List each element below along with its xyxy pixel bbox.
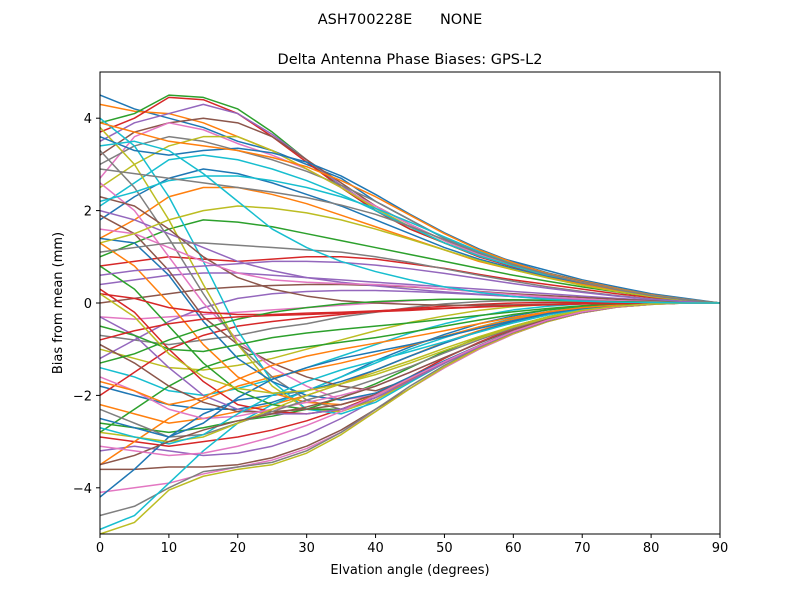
series-line-14 bbox=[99, 256, 721, 304]
x-tick-label: 50 bbox=[436, 541, 453, 556]
x-tick-label: 70 bbox=[574, 541, 591, 556]
series-line-64 bbox=[99, 302, 720, 341]
series-line-12 bbox=[99, 186, 721, 304]
x-tick-label: 30 bbox=[298, 541, 315, 556]
x-tick-label: 20 bbox=[230, 541, 247, 556]
x-tick-label: 90 bbox=[712, 541, 729, 556]
y-axis-ticks: −4 −2 0 2 4 bbox=[73, 112, 100, 497]
y-tick-label: −2 bbox=[73, 389, 92, 404]
y-axis-label: Bias from mean (mm) bbox=[51, 232, 66, 374]
series-line-69 bbox=[99, 293, 720, 394]
x-tick-label: 10 bbox=[161, 541, 178, 556]
axes-frame bbox=[99, 71, 721, 535]
y-tick-label: 0 bbox=[84, 297, 92, 312]
x-tick-label: 60 bbox=[505, 541, 522, 556]
series-line-59 bbox=[99, 205, 721, 304]
x-tick-label: 80 bbox=[643, 541, 660, 556]
series-line-70 bbox=[99, 140, 720, 304]
series-line-15 bbox=[99, 272, 721, 304]
series-line-57 bbox=[99, 228, 721, 304]
y-tick-label: 4 bbox=[84, 112, 92, 127]
y-tick-label: 2 bbox=[84, 205, 92, 220]
x-axis-label: Elvation angle (degrees) bbox=[330, 563, 489, 578]
x-tick-label: 40 bbox=[367, 541, 384, 556]
plot-lines bbox=[99, 94, 721, 535]
series-line-65 bbox=[99, 260, 721, 304]
x-axis-ticks: 0 10 20 30 40 50 60 70 80 90 bbox=[96, 534, 728, 556]
figure-suptitle: ASH700228E NONE bbox=[318, 12, 482, 28]
y-tick-label: −4 bbox=[73, 482, 92, 497]
series-line-68 bbox=[99, 168, 721, 304]
chart-title: Delta Antenna Phase Biases: GPS-L2 bbox=[278, 52, 543, 68]
series-line-52 bbox=[99, 302, 720, 406]
x-tick-label: 0 bbox=[96, 541, 104, 556]
